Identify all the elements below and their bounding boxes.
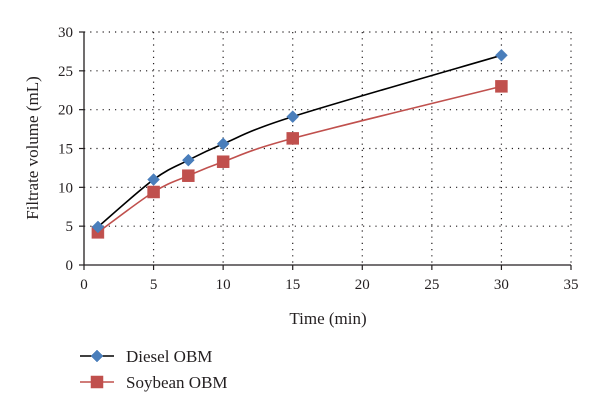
series-line-diesel-obm	[97, 54, 502, 228]
axes-layer: 0 5 10 15 20 25 30 35 0 5 10 15 20 25 30	[58, 25, 579, 293]
legend-marker	[90, 349, 104, 363]
x-tick-label: 20	[355, 277, 370, 293]
data-point-diesel-obm	[91, 220, 105, 234]
x-tick-label: 5	[150, 277, 158, 293]
x-tick-label: 30	[494, 277, 509, 293]
data-point-soybean-obm	[147, 185, 160, 199]
y-axis-title: Filtrate volume (mL)	[23, 76, 42, 220]
data-point-diesel-obm	[147, 173, 160, 186]
y-tick-label: 30	[58, 25, 73, 41]
y-tick-label: 0	[66, 258, 74, 274]
data-point-soybean-obm	[182, 169, 195, 182]
legend-label: Diesel OBM	[126, 347, 212, 366]
series-line-soybean-obm	[97, 85, 502, 234]
x-tick-label: 35	[564, 277, 579, 293]
x-tick-label: 0	[80, 277, 88, 293]
data-point-soybean-obm	[216, 155, 230, 168]
data-point-diesel-obm	[286, 110, 300, 124]
legend-label: Soybean OBM	[126, 373, 228, 392]
legend-marker	[90, 375, 104, 389]
data-point-soybean-obm	[286, 132, 299, 145]
legend-item-diesel-obm: Diesel OBM	[80, 347, 212, 366]
y-tick-label: 25	[58, 64, 73, 80]
y-tick-label: 5	[66, 219, 74, 235]
grid-layer	[84, 31, 572, 265]
x-tick-label: 25	[424, 277, 439, 293]
data-point-soybean-obm	[495, 80, 508, 93]
data-point-diesel-obm	[182, 153, 195, 167]
legend: Diesel OBM Soybean OBM	[80, 347, 228, 392]
legend-item-soybean-obm: Soybean OBM	[80, 373, 228, 392]
y-tick-label: 15	[58, 142, 73, 158]
y-tick-label: 20	[58, 103, 73, 119]
x-tick-label: 15	[285, 277, 300, 293]
x-tick-label: 10	[216, 277, 231, 293]
y-tick-label: 10	[58, 180, 73, 196]
series-layer	[91, 48, 508, 239]
data-point-diesel-obm	[495, 48, 508, 62]
data-point-diesel-obm	[216, 137, 230, 151]
x-axis-title: Time (min)	[289, 309, 366, 328]
